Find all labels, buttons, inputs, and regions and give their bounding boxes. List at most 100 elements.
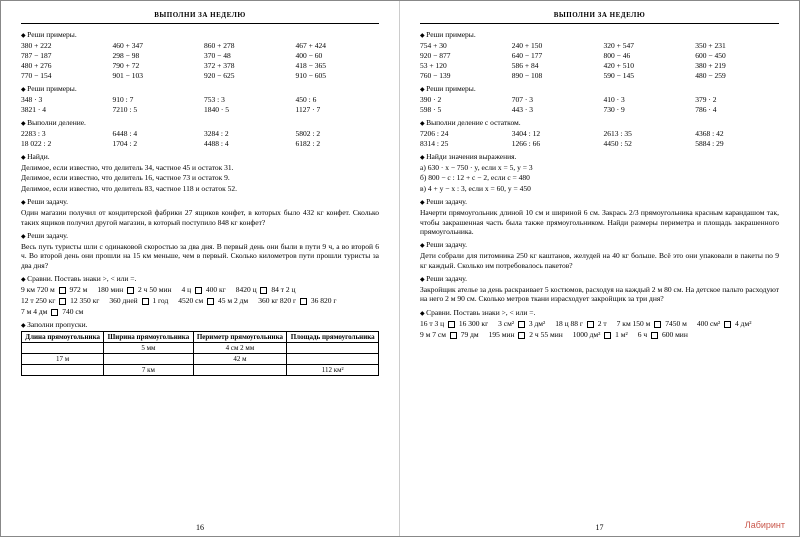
expr: 3821 · 4: [21, 105, 105, 114]
compare-block: 16 т 3 ц 16 300 кг3 см² 3 дм²18 ц 88 г 2…: [420, 319, 779, 339]
table-cell: [193, 365, 287, 376]
expr-row: 770 − 154901 − 103920 − 625910 − 605: [21, 71, 379, 80]
compare-item: 16 т 3 ц 16 300 кг: [420, 319, 488, 328]
table-cell: 5 мм: [104, 343, 193, 354]
table-cell: 42 м: [193, 354, 287, 365]
expr: 53 + 120: [420, 61, 504, 70]
expr-row: 2283 : 36448 : 43284 : 25802 : 2: [21, 129, 379, 138]
answer-box[interactable]: [518, 321, 525, 328]
section-heading: Реши примеры.: [420, 84, 779, 93]
answer-box[interactable]: [59, 287, 66, 294]
expr: 586 + 84: [512, 61, 596, 70]
compare-item: 6 ч 600 мин: [638, 330, 688, 339]
answer-box[interactable]: [654, 321, 661, 328]
expr: 6448 : 4: [113, 129, 197, 138]
expr: 753 : 3: [204, 95, 288, 104]
expr: 890 − 108: [512, 71, 596, 80]
section: Реши задачу. Весь путь туристы шли с один…: [21, 231, 379, 270]
expr: 5884 : 29: [695, 139, 779, 148]
expr: 786 · 4: [695, 105, 779, 114]
watermark: Лабиринт: [745, 520, 785, 530]
expr: 18 022 : 2: [21, 139, 105, 148]
answer-box[interactable]: [260, 287, 267, 294]
expr: 3284 : 2: [204, 129, 288, 138]
section-heading: Реши задачу.: [420, 197, 779, 206]
answer-box[interactable]: [195, 287, 202, 294]
answer-box[interactable]: [59, 298, 66, 305]
compare-item: 4 ц 400 кг: [181, 285, 225, 294]
expr: 3404 : 12: [512, 129, 596, 138]
right-content: Реши примеры.754 + 30240 + 150320 + 5473…: [420, 30, 779, 339]
answer-box[interactable]: [724, 321, 731, 328]
expr: 4368 : 42: [695, 129, 779, 138]
expr: 380 + 219: [695, 61, 779, 70]
page-header-left: ВЫПОЛНИ ЗА НЕДЕЛЮ: [21, 11, 379, 24]
compare-item: 360 дней 1 год: [109, 296, 168, 305]
expr: 418 − 365: [296, 61, 380, 70]
text-line: Закройщик ателье за день раскраивает 5 к…: [420, 285, 779, 304]
table-row: 17 м42 м: [22, 354, 379, 365]
expr: 754 + 30: [420, 41, 504, 50]
answer-box[interactable]: [604, 332, 611, 339]
answer-box[interactable]: [587, 321, 594, 328]
table-cell: 112 км²: [287, 365, 379, 376]
expr: 298 − 98: [113, 51, 197, 60]
compare-item: 18 ц 88 г 2 т: [555, 319, 606, 328]
expr: 420 + 510: [604, 61, 688, 70]
table-header: Площадь прямоугольника: [287, 332, 379, 343]
answer-box[interactable]: [127, 287, 134, 294]
section-heading: Выполни деление.: [21, 118, 379, 127]
expr: 348 · 3: [21, 95, 105, 104]
section: Сравни. Поставь знаки >, < или =.16 т 3 …: [420, 308, 779, 339]
expr: 2613 : 35: [604, 129, 688, 138]
expr: 787 − 187: [21, 51, 105, 60]
answer-box[interactable]: [207, 298, 214, 305]
expr: 590 − 145: [604, 71, 688, 80]
answer-box[interactable]: [518, 332, 525, 339]
expr: 1704 : 2: [113, 139, 197, 148]
expr-row: 787 − 187298 − 98370 − 48400 − 60: [21, 51, 379, 60]
section: Реши задачу.Один магазин получил от конд…: [21, 197, 379, 227]
expr: 920 − 625: [204, 71, 288, 80]
table-row: 5 мм4 см 2 мм: [22, 343, 379, 354]
compare-item: 9 км 720 м 972 м: [21, 285, 87, 294]
expr: 379 · 2: [695, 95, 779, 104]
expr: 6182 : 2: [296, 139, 380, 148]
answer-box[interactable]: [51, 309, 58, 316]
expr: 770 − 154: [21, 71, 105, 80]
answer-box[interactable]: [300, 298, 307, 305]
expr: 860 + 278: [204, 41, 288, 50]
page-number-left: 16: [1, 523, 399, 532]
section: Реши задачу. Начерти прямоугольник длиной…: [420, 197, 779, 236]
section: Выполни деление с остатком. 7206 : 24 3404…: [420, 118, 779, 148]
answer-box[interactable]: [450, 332, 457, 339]
compare-item: 7 км 150 м 7450 м: [617, 319, 687, 328]
text-line: Начерти прямоугольник длиной 10 см и шир…: [420, 208, 779, 236]
expr: 443 · 3: [512, 105, 596, 114]
table-cell: 7 км: [104, 365, 193, 376]
text-line: Делимое, если известно, что делитель 34,…: [21, 163, 379, 172]
expr-row: 18 022 : 21704 : 24488 : 46182 : 2: [21, 139, 379, 148]
expr: 7206 : 24: [420, 129, 504, 138]
answer-box[interactable]: [651, 332, 658, 339]
section-heading: Заполни пропуски.: [21, 320, 379, 329]
section-heading: Выполни деление с остатком.: [420, 118, 779, 127]
text-line: Один магазин получил от кондитерской фаб…: [21, 208, 379, 227]
expr: 320 + 547: [604, 41, 688, 50]
expr: 910 − 605: [296, 71, 380, 80]
text-line: Весь путь туристы шли с одинаковой скоро…: [21, 242, 379, 270]
expr: 390 · 2: [420, 95, 504, 104]
expr: 707 · 3: [512, 95, 596, 104]
expr: 760 − 139: [420, 71, 504, 80]
section-heading: Реши задачу.: [21, 231, 379, 240]
text-line: Делимое, если известно, что делитель 83,…: [21, 184, 379, 193]
compare-item: 360 кг 820 г 36 820 г: [258, 296, 336, 305]
expr-row: 380 + 222460 + 347860 + 278467 + 424: [21, 41, 379, 50]
compare-item: 195 мин 2 ч 55 мин: [489, 330, 563, 339]
expr: 460 + 347: [113, 41, 197, 50]
answer-box[interactable]: [142, 298, 149, 305]
table-cell: [104, 354, 193, 365]
table-cell: [287, 354, 379, 365]
answer-box[interactable]: [448, 321, 455, 328]
expr: 4450 : 52: [604, 139, 688, 148]
